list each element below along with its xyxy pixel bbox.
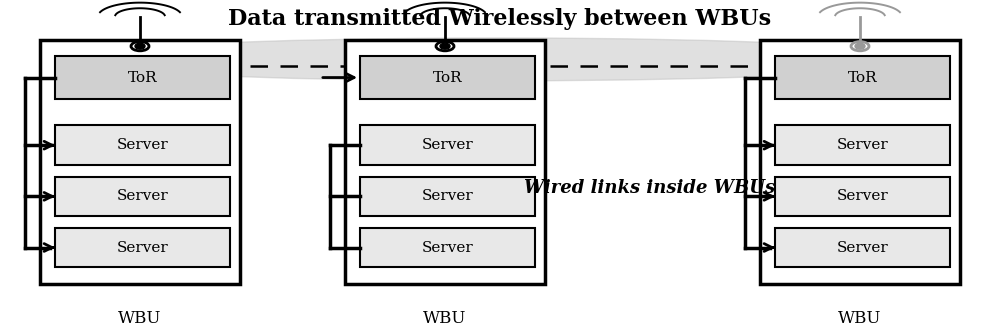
Text: ToR: ToR [128,71,157,84]
Text: ToR: ToR [433,71,462,84]
Bar [775,125,950,165]
Bar [360,177,535,216]
Text: Server: Server [422,189,473,203]
Text: WBU: WBU [838,310,882,327]
Bar [40,40,240,284]
Ellipse shape [60,38,940,81]
Text: Server: Server [837,138,888,152]
Text: Server: Server [117,189,168,203]
Bar [775,56,950,99]
Text: Server: Server [117,138,168,152]
Bar [55,228,230,267]
Bar [360,228,535,267]
Text: Server: Server [837,189,888,203]
Bar [775,228,950,267]
Ellipse shape [855,43,865,49]
Bar [55,56,230,99]
Bar [55,125,230,165]
Bar [345,40,545,284]
Bar [760,40,960,284]
Bar [775,177,950,216]
Text: Wired links inside WBUs: Wired links inside WBUs [524,179,776,197]
Bar [55,177,230,216]
Text: ToR: ToR [848,71,877,84]
Text: WBU: WBU [423,310,467,327]
Text: Server: Server [422,241,473,254]
Text: Data transmitted Wirelessly between WBUs: Data transmitted Wirelessly between WBUs [228,8,772,30]
Bar [360,56,535,99]
Text: Server: Server [422,138,473,152]
Bar [360,125,535,165]
Text: WBU: WBU [118,310,162,327]
Text: Server: Server [837,241,888,254]
Ellipse shape [135,43,145,49]
Text: Server: Server [117,241,168,254]
Ellipse shape [440,43,450,49]
